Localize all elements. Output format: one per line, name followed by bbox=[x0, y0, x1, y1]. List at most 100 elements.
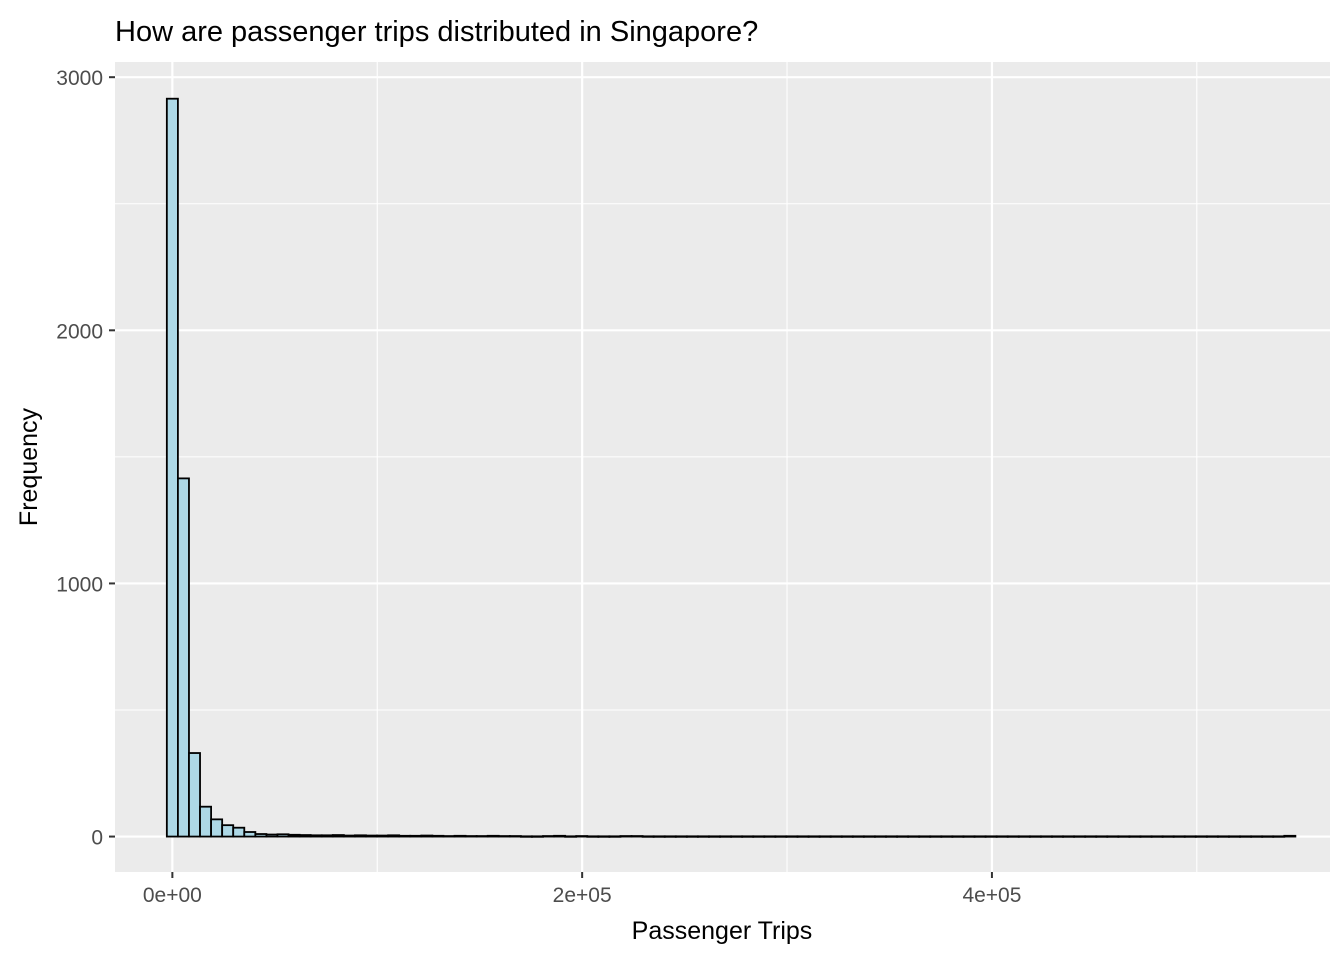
histogram-bar bbox=[1161, 835, 1175, 838]
histogram-bar bbox=[354, 834, 367, 838]
histogram-bar bbox=[785, 835, 799, 838]
histogram-bar bbox=[542, 835, 555, 838]
histogram-bar bbox=[896, 835, 910, 838]
histogram-bar bbox=[287, 833, 301, 838]
histogram-bar bbox=[1117, 835, 1131, 838]
histogram-bar bbox=[331, 834, 345, 838]
y-axis: 0 1000 2000 3000 bbox=[56, 67, 115, 850]
x-tick-label: 2e+05 bbox=[553, 884, 612, 907]
chart-title: How are passenger trips distributed in S… bbox=[115, 16, 758, 48]
histogram-bar bbox=[1017, 835, 1031, 838]
histogram-bar bbox=[752, 835, 766, 838]
histogram-bar bbox=[376, 834, 390, 838]
histogram-bar bbox=[1062, 835, 1075, 838]
histogram-bar bbox=[243, 831, 257, 838]
histogram-bar bbox=[674, 835, 688, 838]
histogram-bar bbox=[1073, 835, 1087, 838]
histogram-bar bbox=[641, 835, 655, 838]
histogram-bar bbox=[730, 835, 744, 838]
x-axis: 0e+00 2e+05 4e+05 bbox=[143, 872, 1021, 907]
histogram-bar bbox=[442, 835, 456, 838]
histogram-bar bbox=[398, 834, 412, 838]
grid-minor-lines bbox=[115, 62, 1330, 872]
histogram-bar bbox=[741, 835, 755, 838]
histogram-bar bbox=[276, 833, 290, 838]
histogram-bar bbox=[475, 835, 489, 838]
histogram-bar bbox=[320, 834, 334, 838]
y-tick-label: 2000 bbox=[56, 320, 103, 343]
y-tick-label: 3000 bbox=[56, 67, 103, 90]
histogram-bar bbox=[763, 835, 777, 838]
histogram-bar bbox=[885, 835, 898, 838]
histogram-bar bbox=[1194, 835, 1208, 838]
histogram-bar bbox=[553, 834, 567, 838]
histogram-bar bbox=[685, 835, 699, 838]
histogram-bar bbox=[453, 834, 467, 838]
histogram-bar bbox=[774, 835, 788, 838]
histogram-bar bbox=[508, 835, 522, 838]
histogram-bar bbox=[1084, 835, 1098, 838]
x-tick-label: 0e+00 bbox=[143, 884, 202, 907]
histogram-bar bbox=[862, 835, 876, 838]
histogram-bar bbox=[165, 97, 179, 838]
histogram-bar bbox=[1272, 835, 1286, 838]
histogram-bar bbox=[1006, 835, 1020, 838]
histogram-bar bbox=[708, 835, 721, 838]
histogram-bar bbox=[1228, 835, 1241, 838]
histogram-bar bbox=[652, 835, 666, 838]
histogram-bar bbox=[597, 835, 611, 838]
histogram-bar bbox=[309, 834, 323, 838]
histogram-bar bbox=[1239, 835, 1253, 838]
y-axis-title: Frequency bbox=[15, 407, 43, 526]
histogram-bar bbox=[940, 835, 954, 838]
plot-panel bbox=[115, 62, 1330, 872]
histogram-bar bbox=[1250, 835, 1264, 838]
histogram-bar bbox=[951, 835, 965, 838]
histogram-bar bbox=[265, 833, 279, 838]
histogram-bar bbox=[663, 835, 677, 838]
histogram-bar bbox=[254, 833, 268, 838]
histogram-bar bbox=[907, 835, 921, 838]
histogram-bar bbox=[619, 835, 633, 838]
histogram-bar bbox=[1039, 835, 1053, 838]
histogram-bars bbox=[165, 97, 1297, 838]
histogram-bar bbox=[829, 835, 843, 838]
histogram-bar bbox=[818, 835, 832, 838]
histogram-bar bbox=[409, 834, 423, 838]
histogram-bar bbox=[1205, 835, 1219, 838]
histogram-bar bbox=[210, 818, 224, 838]
histogram-bar bbox=[365, 834, 378, 838]
histogram-bar bbox=[1217, 835, 1230, 838]
histogram-bar bbox=[431, 834, 445, 838]
histogram-bar bbox=[519, 835, 533, 838]
histogram-bar bbox=[586, 835, 600, 838]
histogram-bar bbox=[1128, 835, 1142, 838]
histogram-bar bbox=[796, 835, 810, 838]
histogram-bar bbox=[199, 805, 212, 838]
x-axis-title: Passenger Trips bbox=[632, 917, 813, 945]
histogram-bar bbox=[840, 835, 854, 838]
histogram-bar bbox=[1095, 835, 1109, 838]
histogram-bar bbox=[1172, 835, 1186, 838]
histogram-bar bbox=[531, 835, 544, 838]
histogram-bar bbox=[1139, 835, 1153, 838]
histogram-bar bbox=[486, 834, 500, 838]
y-tick-label: 1000 bbox=[56, 573, 103, 596]
histogram-bar bbox=[697, 835, 710, 838]
histogram-bar bbox=[464, 835, 478, 838]
histogram-bar bbox=[719, 835, 733, 838]
histogram-bar bbox=[1028, 835, 1042, 838]
histogram-bar bbox=[929, 835, 943, 838]
histogram-bar bbox=[874, 835, 887, 838]
histogram-bar bbox=[1183, 835, 1197, 838]
histogram-bar bbox=[962, 835, 976, 838]
histogram-bar bbox=[984, 835, 998, 838]
histogram-bar bbox=[221, 824, 235, 838]
histogram-bar bbox=[1261, 835, 1275, 838]
histogram-bar bbox=[342, 834, 356, 838]
histogram-bar bbox=[188, 752, 201, 838]
histogram-bar bbox=[298, 834, 312, 838]
histogram-bar bbox=[232, 826, 246, 838]
